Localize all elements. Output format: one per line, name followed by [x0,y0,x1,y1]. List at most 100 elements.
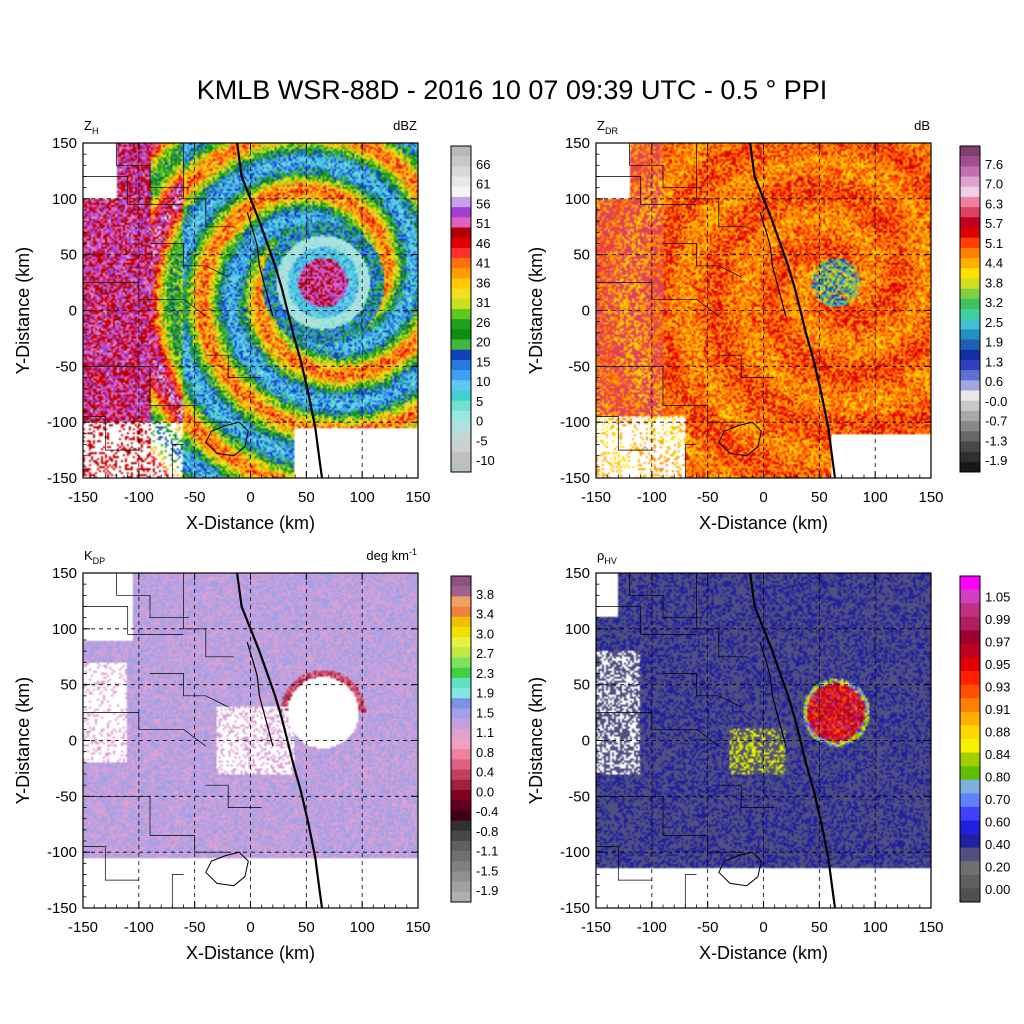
x-tick-label: -150 [581,919,611,936]
colorbar-band [960,684,980,699]
colorbar-label: 5.7 [985,216,1003,231]
y-axis-label: Y-Distance (km) [526,247,546,374]
colorbar-band [451,441,471,452]
x-tick-label: -100 [637,919,667,936]
colorbar-band [451,431,471,442]
colorbar-label: 0.4 [476,765,494,780]
colorbar-band [451,217,471,228]
colorbar-band [451,820,471,831]
ticks: -150 -100 -50 0 50 100 150 150 100 50 0 -50 -100 -150 [560,565,944,936]
colorbar-band [960,247,980,259]
colorbar-band [960,319,980,330]
colorbar-band [451,606,471,618]
colorbar: 66 61 56 51 46 41 36 31 26 20 15 10 5 0 -5 -10 [450,145,495,473]
colorbar-band [960,329,980,340]
colorbar-band [960,258,980,269]
colorbar-band [451,586,471,597]
colorbar-band [960,671,980,685]
y-tick-label: 150 [565,135,590,152]
x-tick-label: 50 [298,919,315,936]
colorbar-label: 0.84 [985,747,1010,762]
county-boundary [83,712,207,747]
colorbar-band [451,596,471,607]
colorbar-band [451,319,471,330]
colorbar-band [451,146,471,157]
y-axis-label: Y-Distance (km) [526,677,546,804]
colorbar-band [451,166,471,177]
colorbar-band [960,874,980,889]
colorbar-label: 0.97 [985,634,1010,649]
colorbar-label: 0.40 [985,837,1010,852]
units-label: dB [914,118,930,133]
colorbar-label: -10 [476,453,495,468]
colorbar-label: 0.99 [985,612,1010,627]
colorbar-band [960,227,980,238]
county-boundary [150,673,229,708]
colorbar-band [960,186,980,198]
colorbar-band [960,359,980,371]
coastline [236,142,324,479]
colorbar-band [960,576,980,590]
colorbar-label: 46 [476,236,490,251]
colorbar-band [451,718,471,730]
panel-rhohv: -150 -100 -50 0 50 100 150150100500-50-100-150… [526,548,1010,963]
x-tick-label: -150 [581,489,611,506]
colorbar-band [960,861,980,876]
colorbar-band [451,616,471,628]
colorbar-band [451,871,471,882]
colorbar-band [451,728,471,740]
colorbar-label: 61 [476,177,490,192]
colorbar-label: -1.5 [476,863,498,878]
colorbar-band [451,891,471,903]
colorbar-label: 3.8 [476,587,494,602]
county-boundary [596,606,697,635]
colorbar-label: 1.9 [476,686,494,701]
colorbar-band [451,278,471,289]
colorbar-label: 3.4 [476,607,494,622]
colorbar-band [451,800,471,811]
y-tick-label: 0 [582,733,590,750]
x-axis-label: X-Distance (km) [699,943,828,963]
colorbar-band [451,370,471,381]
county-boundary [596,846,652,881]
colorbar-band [960,431,980,442]
colorbar-band [960,739,980,753]
colorbar-label: 0.60 [985,814,1010,829]
x-tick-label: -50 [697,919,719,936]
colorbar-label: -5 [476,433,488,448]
colorbar-band [451,840,471,852]
map-boundaries [83,142,324,479]
x-tick-label: 150 [918,489,943,506]
map-boundaries [83,572,324,909]
county-boundary [596,416,652,451]
x-tick-label: -150 [68,919,98,936]
colorbar-band [451,789,471,801]
lagoon-shoreline [759,642,787,747]
y-tick-label: -100 [47,414,77,431]
colorbar-band [960,806,980,821]
panel-kdp: -150 -100 -50 0 50 100 150150100500-50-100-150… [13,547,498,963]
county-boundary [596,176,697,205]
variable-symbol: K [84,548,93,563]
colorbar-label: 51 [476,216,490,231]
colorbar-label: -0.7 [985,414,1007,429]
colorbar-label: 1.1 [476,725,494,740]
colorbar-band [960,589,980,604]
x-axis-label: X-Distance (km) [186,513,315,533]
coastline [236,572,324,909]
colorbar-label: 2.5 [985,315,1003,330]
colorbar-band [451,359,471,371]
county-boundary [596,282,720,317]
colorbar-label: -0.8 [476,824,498,839]
colorbar-band [960,643,980,658]
colorbar-label: -1.1 [476,844,498,859]
y-tick-label: 50 [573,677,590,694]
colorbar-frame [450,145,472,473]
colorbar-band [451,647,471,658]
colorbar-band [451,207,471,218]
y-tick-label: 150 [565,565,590,582]
county-boundary [83,416,139,451]
colorbar-band [960,461,980,473]
x-tick-label: -100 [124,489,154,506]
